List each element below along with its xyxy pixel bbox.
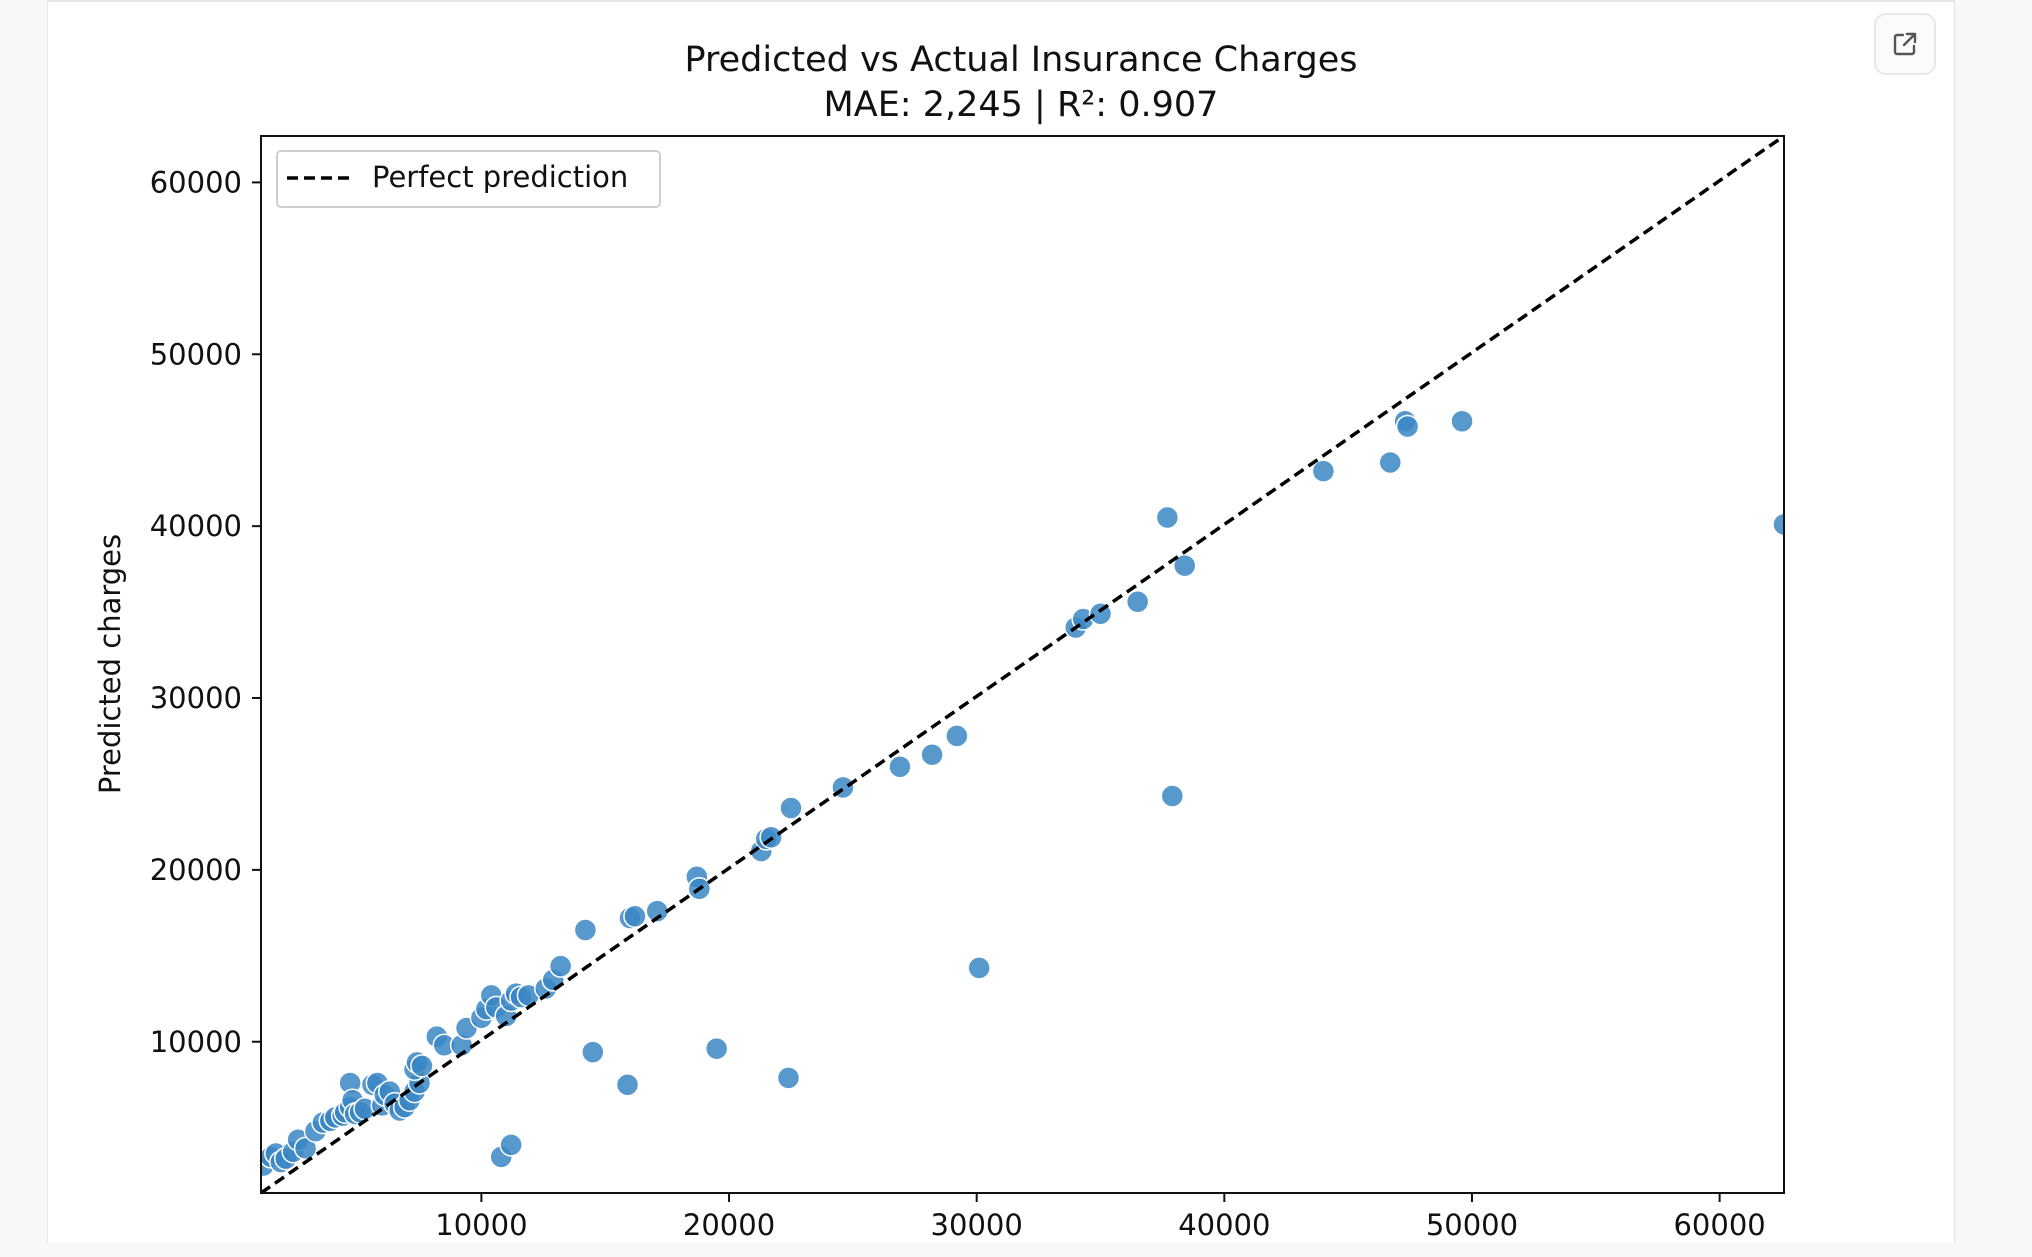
y-tick-label: 50000: [150, 337, 242, 371]
data-point: [1378, 450, 1402, 475]
data-point: [499, 1133, 523, 1157]
chart-subtitle: MAE: 2,245 | R²: 0.907: [824, 85, 1219, 125]
data-point: [920, 742, 944, 767]
chart-title: Predicted vs Actual Insurance Charges: [685, 40, 1358, 80]
y-axis-label: Predicted charges: [93, 534, 127, 794]
bottom-edge: [0, 1243, 2032, 1257]
data-points: [261, 409, 1784, 1178]
data-point: [776, 1066, 801, 1090]
legend-box: [276, 150, 661, 208]
data-point: [1160, 784, 1185, 808]
data-point: [410, 1054, 434, 1078]
chart-card: [47, 0, 1955, 1257]
data-point: [967, 956, 991, 980]
legend: Perfect prediction: [276, 150, 661, 208]
x-tick-label: 10000: [435, 1208, 527, 1242]
open-external-button[interactable]: [1874, 13, 1936, 75]
data-point: [704, 1036, 729, 1061]
perfect-prediction-line: [260, 134, 1785, 1195]
external-link-icon: [1893, 32, 1917, 56]
x-tick-label: 40000: [1178, 1208, 1270, 1242]
data-point: [1450, 409, 1474, 434]
data-point: [1395, 414, 1420, 439]
data-point: [1155, 505, 1180, 530]
data-point: [623, 904, 647, 929]
data-point: [1772, 512, 1784, 537]
data-point: [615, 1072, 640, 1097]
y-tick-label: 40000: [150, 509, 242, 543]
x-tick-label: 50000: [1426, 1208, 1518, 1242]
data-point: [1172, 553, 1197, 578]
x-tick-label: 60000: [1673, 1208, 1765, 1242]
data-point: [888, 755, 912, 779]
y-tick-label: 10000: [150, 1025, 242, 1059]
card-top-border: [47, 0, 1955, 2]
plot-frame: [260, 135, 1785, 1194]
x-tick-label: 30000: [931, 1208, 1023, 1242]
data-point: [581, 1040, 605, 1064]
data-point: [573, 918, 598, 942]
y-tick-label: 20000: [150, 853, 242, 887]
y-tick-label: 60000: [150, 165, 242, 199]
data-point: [779, 796, 803, 820]
data-point: [1311, 459, 1336, 483]
data-point: [548, 954, 573, 978]
y-tick-label: 30000: [150, 681, 242, 715]
x-tick-label: 20000: [683, 1208, 775, 1242]
data-point: [945, 724, 969, 748]
legend-label: Perfect prediction: [372, 160, 628, 194]
data-point: [1125, 590, 1150, 614]
